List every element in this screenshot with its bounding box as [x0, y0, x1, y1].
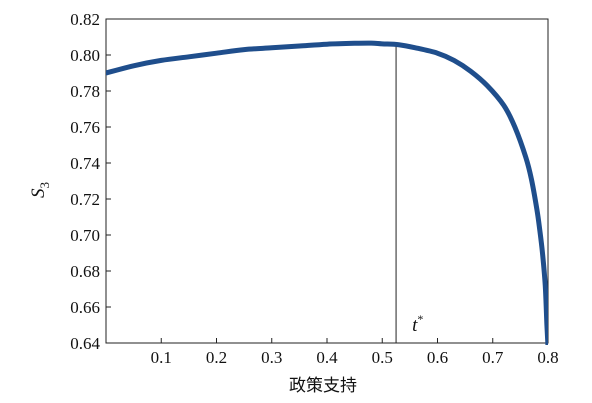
- t-star-superscript: *: [417, 312, 423, 326]
- y-tick-label: 0.78: [70, 82, 100, 101]
- y-tick-label: 0.70: [70, 226, 100, 245]
- x-axis-label: 政策支持: [289, 376, 357, 396]
- x-tick-label: 0.7: [482, 348, 504, 367]
- series: [106, 40, 548, 345]
- y-tick-label: 0.72: [70, 190, 100, 209]
- plot-frame: [105, 18, 549, 344]
- y-axis-label: S3: [28, 182, 52, 198]
- y-tick-label: 0.76: [70, 118, 100, 137]
- y-tick-label: 0.64: [70, 334, 100, 353]
- x-tick-label: 0.3: [261, 348, 282, 367]
- y-tick-label: 0.80: [70, 46, 100, 65]
- y-axis-label-subscript: 3: [37, 182, 52, 189]
- t-star-main: t: [412, 315, 418, 336]
- series-line: [106, 40, 548, 345]
- x-tick-label: 0.1: [151, 348, 172, 367]
- t-star-label: t*: [412, 312, 423, 336]
- x-tick-label: 0.8: [537, 348, 558, 367]
- y-axis-label-main: S: [28, 188, 49, 198]
- y-tick-label: 0.68: [70, 262, 100, 281]
- y-tick-label: 0.82: [70, 10, 100, 29]
- x-tick-labels: 0.1 0.2 0.3 0.4 0.5 0.6 0.7 0.8: [151, 348, 559, 367]
- y-tick-label: 0.66: [70, 298, 100, 317]
- annotations: t*: [395, 44, 423, 343]
- x-tick-label: 0.6: [427, 348, 448, 367]
- y-tick-label: 0.74: [70, 154, 100, 173]
- x-tick-label: 0.2: [206, 348, 227, 367]
- tick-marks: [106, 18, 549, 344]
- y-tick-labels: 0.64 0.66 0.68 0.70 0.72 0.74 0.76 0.78 0.80 0.82: [70, 10, 100, 353]
- x-tick-label: 0.5: [372, 348, 393, 367]
- x-tick-label: 0.4: [316, 348, 338, 367]
- axes: [105, 18, 549, 344]
